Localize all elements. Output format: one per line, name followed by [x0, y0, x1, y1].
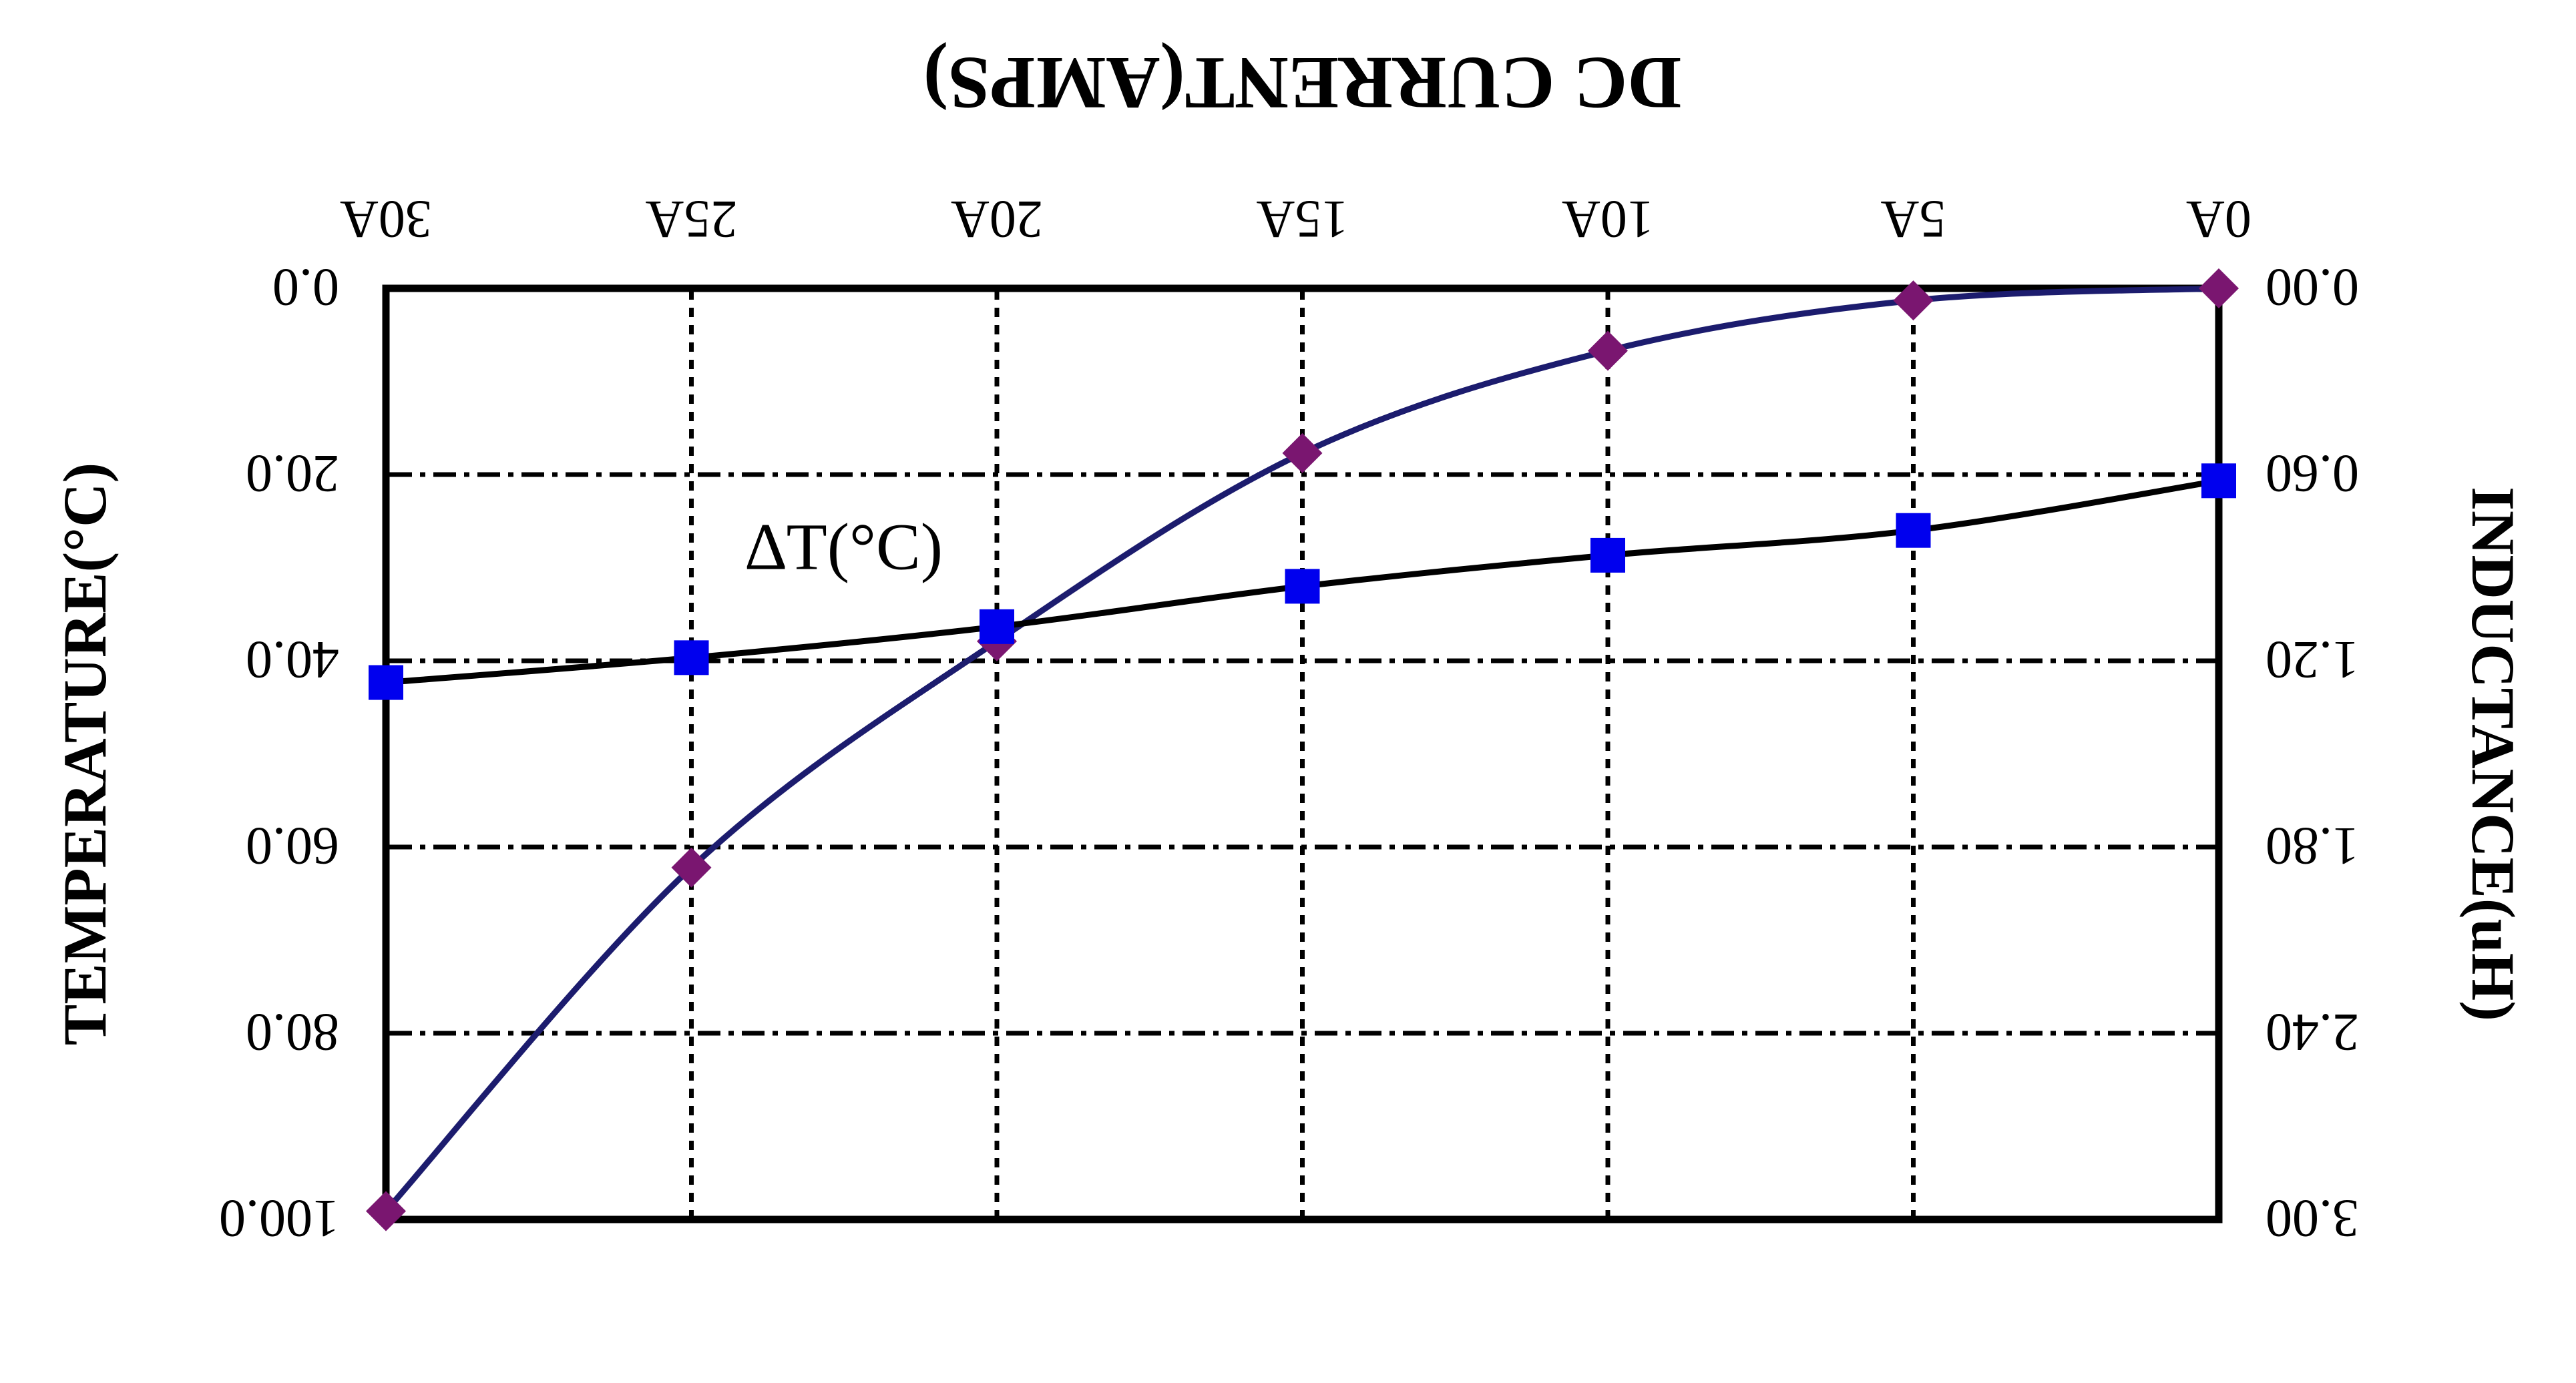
y-left-tick-label: 1.20 — [2266, 630, 2359, 689]
y-left-tick-label: 1.80 — [2266, 816, 2359, 875]
data-point-temperature — [1588, 330, 1628, 371]
y-left-tick-label: 0.60 — [2266, 444, 2359, 503]
x-tick-label: 10A — [1562, 190, 1654, 248]
x-tick-label: 5A — [1880, 190, 1946, 248]
data-point-temperature — [671, 847, 712, 888]
y-right-tick-label: 0.0 — [272, 258, 339, 316]
data-point-temperature — [366, 1191, 406, 1231]
x-axis-label: DC CURRENT(AMPS) — [923, 41, 1681, 124]
x-tick-label: 30A — [340, 190, 432, 248]
plot-frame — [382, 284, 2223, 1223]
label-layer: DC CURRENT(AMPS) INDUCTANCE(uH) TEMPERAT… — [51, 41, 2527, 1045]
x-tick-label: 20A — [951, 190, 1043, 248]
data-point-inductance — [674, 640, 709, 675]
data-point-inductance — [1896, 513, 1931, 548]
y-left-tick-label: 2.40 — [2266, 1003, 2359, 1061]
data-point-inductance — [369, 665, 403, 700]
y-right-tick-label: 40.0 — [246, 630, 339, 689]
data-point-temperature — [1893, 280, 1934, 321]
y-left-tick-label: 0.00 — [2266, 258, 2359, 316]
data-point-inductance — [1285, 569, 1320, 604]
data-point-inductance — [2201, 463, 2236, 499]
tick-layer: 0A 5A 10A 15A 20A 25A 30A 0.00 0.60 1.20 1.80 2.40 3… — [219, 190, 2359, 1248]
y-right-tick-label: 20.0 — [246, 444, 339, 503]
data-point-temperature — [2199, 268, 2239, 308]
y-axis-right-label: TEMPERATURE(°C) — [51, 463, 119, 1045]
y-left-tick-label: 3.00 — [2266, 1189, 2359, 1248]
y-axis-left-label: INDUCTANCE(uH) — [2459, 487, 2527, 1021]
data-point-inductance — [980, 609, 1014, 644]
data-point-temperature — [1282, 433, 1323, 473]
x-tick-label: 15A — [1256, 190, 1348, 248]
x-tick-label: 25A — [645, 190, 737, 248]
series-annotation-delta-t: ∆T(°C) — [745, 510, 943, 584]
data-point-inductance — [1590, 537, 1625, 573]
y-right-tick-label: 60.0 — [246, 816, 339, 875]
series-layer — [366, 268, 2239, 1231]
y-right-tick-label: 100.0 — [219, 1189, 339, 1248]
y-right-tick-label: 80.0 — [246, 1003, 339, 1061]
grid-layer — [386, 288, 2219, 1219]
x-tick-label: 0A — [2186, 190, 2251, 248]
